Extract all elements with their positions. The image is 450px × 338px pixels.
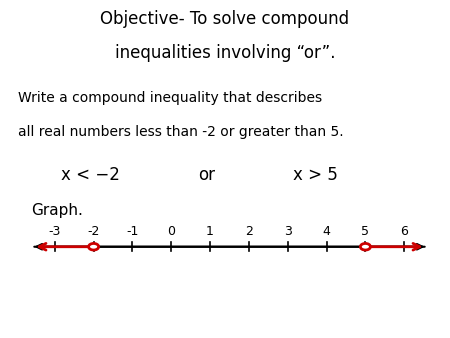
Text: 5: 5 — [361, 225, 369, 238]
Text: inequalities involving “or”.: inequalities involving “or”. — [115, 44, 335, 62]
Text: or: or — [198, 166, 216, 184]
Text: Objective- To solve compound: Objective- To solve compound — [100, 10, 350, 28]
Text: -2: -2 — [87, 225, 100, 238]
Text: x < −2: x < −2 — [61, 166, 119, 184]
Text: x > 5: x > 5 — [292, 166, 338, 184]
Text: -1: -1 — [126, 225, 139, 238]
Text: 3: 3 — [284, 225, 292, 238]
Text: -3: -3 — [49, 225, 61, 238]
Text: 1: 1 — [206, 225, 214, 238]
Text: 2: 2 — [245, 225, 253, 238]
Circle shape — [89, 243, 99, 250]
Text: 0: 0 — [167, 225, 175, 238]
Text: 4: 4 — [323, 225, 330, 238]
Text: all real numbers less than -2 or greater than 5.: all real numbers less than -2 or greater… — [18, 125, 344, 139]
Text: Graph.: Graph. — [32, 203, 83, 218]
Text: 6: 6 — [400, 225, 408, 238]
Circle shape — [360, 243, 370, 250]
Text: Write a compound inequality that describes: Write a compound inequality that describ… — [18, 91, 322, 105]
